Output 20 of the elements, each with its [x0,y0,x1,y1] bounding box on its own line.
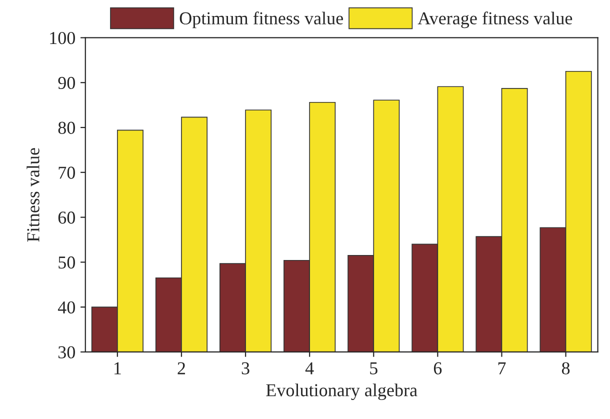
y-tick-label: 80 [58,122,75,134]
y-tick-label: 40 [58,301,75,314]
x-tick-label: 2 [178,362,185,374]
legend-label: Optimum fitness value [180,12,343,28]
y-tick-label: 70 [58,166,75,179]
x-tick-label: 1 [114,362,121,374]
y-tick-label: 50 [58,256,75,269]
x-tick-label: 7 [498,362,506,374]
y-tick-label: 100 [50,32,75,44]
x-tick-label: 5 [370,362,378,374]
y-axis-title: Fitness value [26,148,40,242]
y-tick-label: 90 [58,76,75,90]
legend-label: Average fitness value [418,12,572,28]
x-tick-label: 6 [434,362,442,374]
x-axis-title: Evolutionary algebra [266,384,418,400]
y-tick-label: 30 [58,346,75,358]
x-tick-label: 8 [562,362,570,374]
x-tick-label: 4 [305,362,314,374]
y-tick-label: 60 [58,212,75,224]
x-tick-label: 3 [242,362,250,374]
